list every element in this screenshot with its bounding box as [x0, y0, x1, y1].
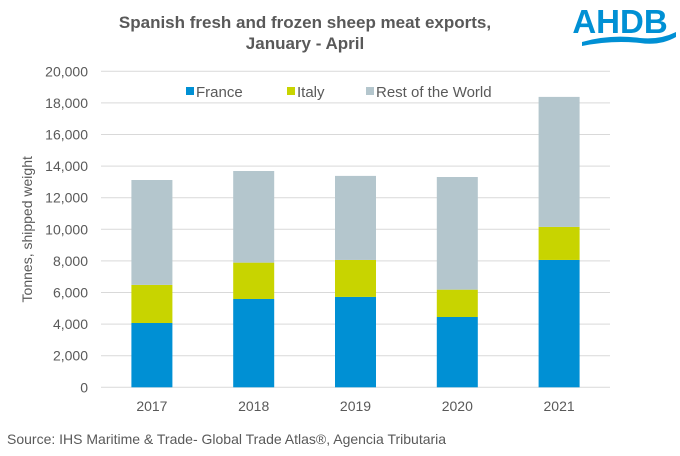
y-tick-label: 12,000	[45, 190, 88, 206]
legend-label: Rest of the World	[376, 84, 492, 101]
y-tick-label: 4,000	[53, 316, 88, 332]
bar-rest-of-the-world-2017	[131, 180, 173, 285]
y-tick-label: 6,000	[53, 285, 88, 301]
chart-title-line-1: Spanish fresh and frozen sheep meat expo…	[118, 13, 492, 32]
bar-france-2018	[233, 298, 275, 388]
y-tick-label: 2,000	[53, 348, 88, 364]
chart-title: Spanish fresh and frozen sheep meat expo…	[80, 12, 530, 54]
x-tick-label: 2019	[340, 398, 371, 414]
source-note: Source: IHS Maritime & Trade- Global Tra…	[7, 431, 447, 447]
x-tick-label: 2020	[442, 398, 473, 414]
x-tick-label: 2018	[238, 398, 269, 414]
bar-france-2020	[436, 316, 478, 388]
bar-italy-2018	[233, 262, 275, 299]
legend-label: France	[196, 84, 243, 101]
y-tick-label: 14,000	[45, 158, 88, 174]
bar-rest-of-the-world-2021	[538, 96, 580, 227]
bar-france-2021	[538, 259, 580, 388]
legend-label: Italy	[297, 84, 325, 101]
y-axis-label: Tonnes, shipped weight	[19, 156, 35, 302]
x-tick-label: 2021	[544, 398, 575, 414]
y-tick-label: 10,000	[45, 221, 88, 237]
y-tick-label: 20,000	[45, 63, 88, 79]
bar-france-2017	[131, 322, 173, 388]
x-tick-label: 2017	[136, 398, 167, 414]
bar-rest-of-the-world-2020	[436, 177, 478, 290]
ahdb-logo: AHDB	[572, 3, 676, 46]
bar-italy-2019	[335, 259, 376, 297]
chart-title-line-2: January - April	[245, 34, 365, 53]
y-tick-label: 0	[80, 379, 88, 395]
y-tick-label: 18,000	[45, 95, 88, 111]
legend-swatch	[287, 87, 295, 95]
y-tick-label: 16,000	[45, 127, 88, 143]
bar-rest-of-the-world-2018	[233, 170, 275, 263]
legend-swatch	[366, 87, 374, 95]
y-tick-label: 8,000	[53, 253, 88, 269]
bar-italy-2017	[131, 284, 173, 323]
bar-rest-of-the-world-2019	[335, 175, 376, 260]
svg-text:AHDB: AHDB	[572, 3, 667, 40]
bar-italy-2020	[436, 289, 478, 317]
bar-france-2019	[335, 296, 376, 388]
bar-italy-2021	[538, 226, 580, 260]
legend-swatch	[186, 87, 194, 95]
